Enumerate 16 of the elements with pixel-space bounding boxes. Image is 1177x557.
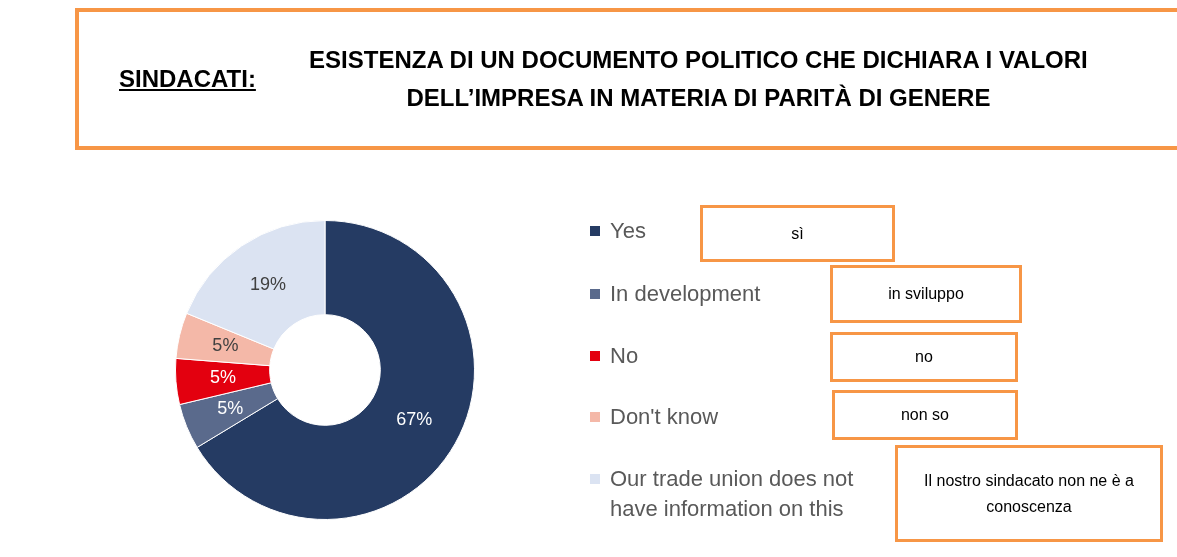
chart-title: SINDACATI: ESISTENZA DI UN DOCUMENTO POLITICO CHE DICHIARA I VALORI DELL’IMPRESA IN MATERIA DI PARITÀ DI GENERE: [119, 46, 1088, 111]
legend-label: Yes: [610, 217, 646, 245]
text: no: [830, 332, 1018, 382]
legend-label: Our trade union does not have information on this: [610, 465, 855, 523]
data-label: 67%: [396, 409, 433, 430]
data-label: 5%: [212, 335, 239, 356]
legend-label: In development: [610, 280, 761, 308]
legend-label: No: [610, 342, 639, 370]
data-label: 5%: [209, 366, 236, 387]
text: non so: [832, 390, 1018, 440]
text: in sviluppo: [830, 265, 1022, 323]
text: Il nostro sindacato non ne è a conoscenza: [895, 445, 1163, 542]
data-label: 5%: [217, 397, 244, 418]
data-label: 19%: [249, 273, 286, 294]
text: sì: [700, 205, 895, 262]
legend-label: Don't know: [610, 403, 719, 431]
